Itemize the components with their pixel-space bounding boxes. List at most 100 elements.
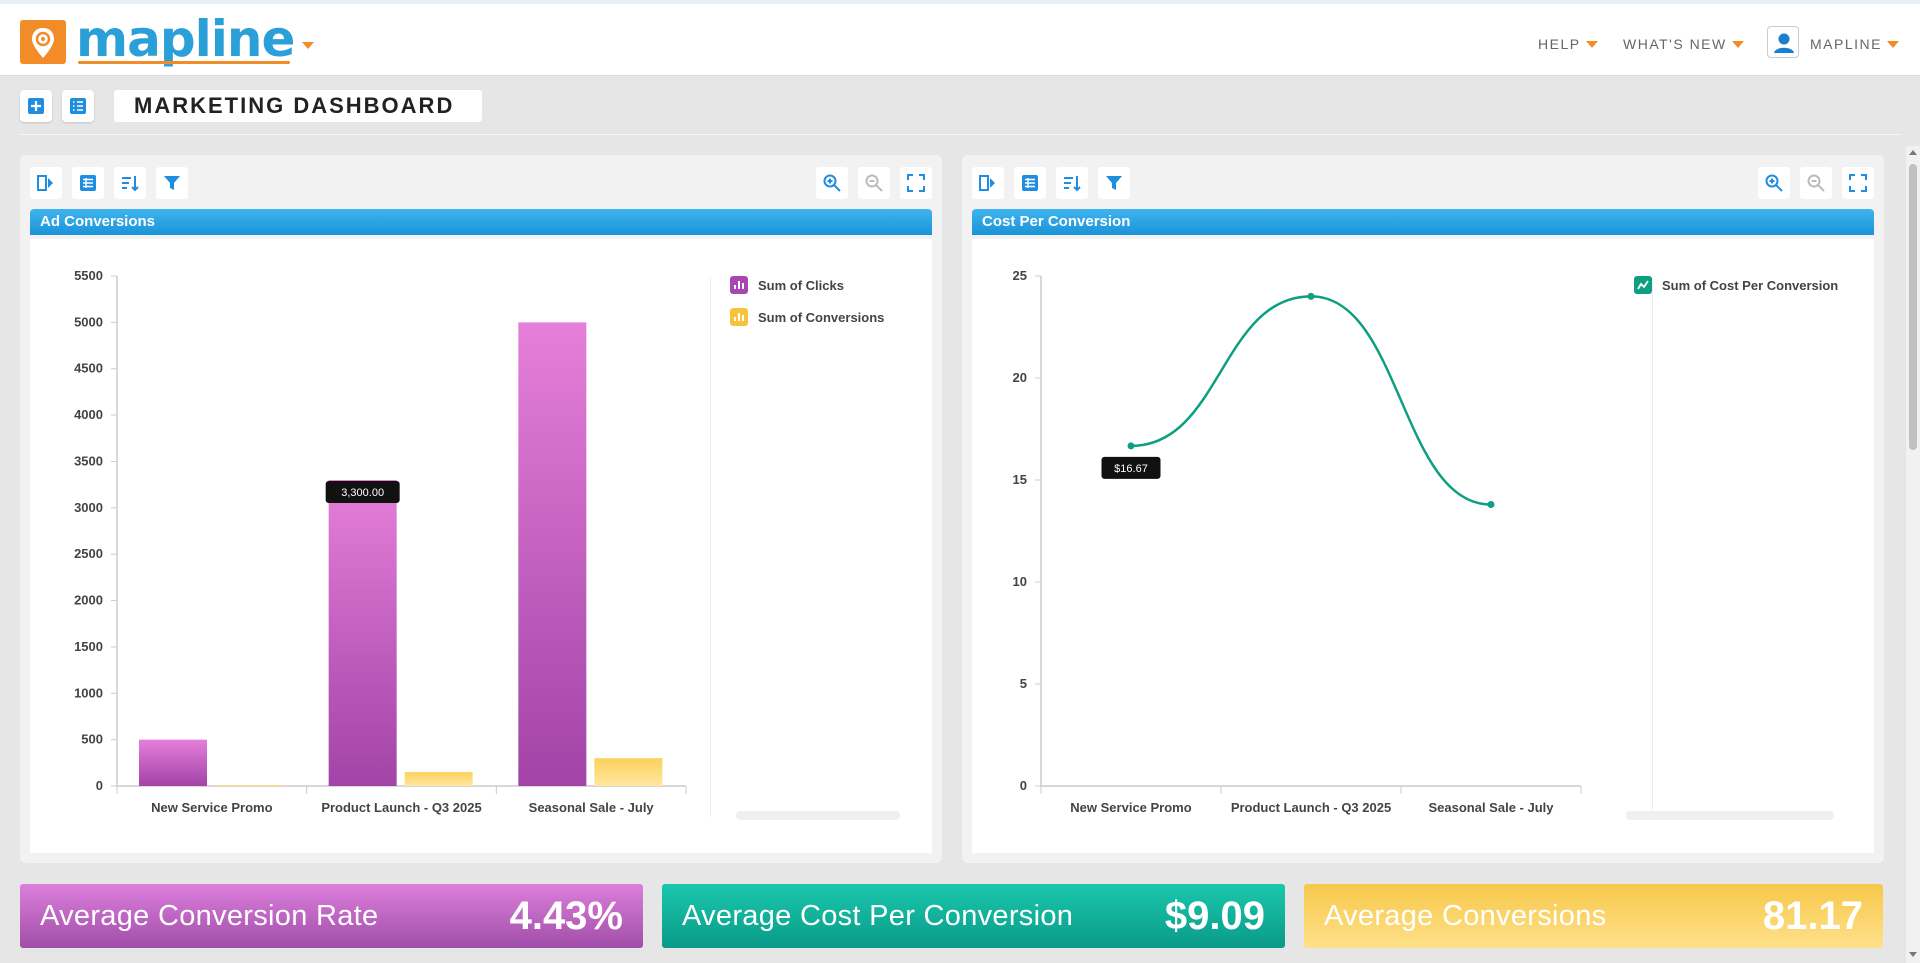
filter-button[interactable]: [156, 167, 188, 199]
toggle-legend-button[interactable]: [972, 167, 1004, 199]
line-chart-icon: [1634, 276, 1652, 294]
scroll-up-icon[interactable]: [1909, 150, 1917, 155]
zoom-out-button[interactable]: [1800, 167, 1832, 199]
table-icon: [80, 175, 96, 191]
y-tick-label: 0: [96, 778, 103, 793]
bar-clicks: [139, 739, 207, 786]
kpi-label: Average Conversion Rate: [40, 899, 379, 932]
filter-icon: [164, 176, 180, 190]
y-tick-label: 10: [1013, 574, 1027, 589]
data-table-button[interactable]: [1014, 167, 1046, 199]
whats-new-menu[interactable]: WHAT'S NEW: [1623, 36, 1744, 52]
y-tick-label: 2500: [74, 546, 103, 561]
user-menu-label: MAPLINE: [1810, 36, 1882, 52]
sort-button[interactable]: [114, 167, 146, 199]
kpi-value: 81.17: [1762, 893, 1863, 938]
legend-item-conversions[interactable]: Sum of Conversions: [730, 308, 884, 326]
bar-chart-icon: [730, 308, 748, 326]
kpi-card-cost-per-conversion[interactable]: Average Cost Per Conversion $9.09: [662, 884, 1285, 948]
zoom-in-icon: [823, 174, 841, 192]
cost-per-conversion-chart: 0 5 10 15 20 25 New Service Promo Product Launc…: [972, 239, 1874, 853]
data-point: [1127, 442, 1135, 450]
zoom-out-icon: [1807, 174, 1825, 192]
zoom-out-icon: [865, 174, 883, 192]
data-point: [1487, 500, 1495, 508]
list-icon: [70, 98, 86, 114]
cost-per-conversion-panel: Cost Per Conversion 0 5 10 15 20 25 New Servic…: [962, 155, 1884, 863]
zoom-in-icon: [1765, 174, 1783, 192]
legend-item-cost-per-conversion[interactable]: Sum of Cost Per Conversion: [1634, 276, 1838, 294]
kpi-card-conversion-rate[interactable]: Average Conversion Rate 4.43%: [20, 884, 643, 948]
divider: [20, 134, 1902, 135]
data-table-button[interactable]: [72, 167, 104, 199]
y-tick-label: 4500: [74, 361, 103, 376]
legend-label: Sum of Conversions: [758, 309, 885, 325]
tooltip: [325, 481, 400, 503]
map-pin-logo-icon[interactable]: [20, 20, 66, 64]
legend-label: Sum of Clicks: [758, 277, 844, 293]
toggle-legend-button[interactable]: [30, 167, 62, 199]
legend-item-clicks[interactable]: Sum of Clicks: [730, 276, 844, 294]
logo-dropdown-icon[interactable]: [302, 42, 314, 49]
zoom-out-button[interactable]: [858, 167, 890, 199]
x-tick-label: New Service Promo: [151, 800, 272, 815]
dashboard-list-button[interactable]: [62, 90, 94, 122]
dashboard-title[interactable]: MARKETING DASHBOARD: [114, 90, 482, 122]
legend-label: Sum of Cost Per Conversion: [1662, 277, 1839, 293]
legend-divider: [1652, 277, 1653, 817]
zoom-in-button[interactable]: [816, 167, 848, 199]
filter-icon: [1106, 176, 1122, 190]
bar-conversions: [594, 758, 663, 786]
bar-clicks: [518, 322, 587, 786]
panel-title: Ad Conversions: [30, 209, 932, 235]
y-tick-label: 3000: [74, 500, 103, 515]
y-tick-label: 5000: [74, 314, 103, 329]
tooltip-text: 3,300.00: [341, 487, 384, 499]
help-menu[interactable]: HELP: [1538, 36, 1598, 52]
sort-icon: [122, 176, 139, 192]
line-chart: 0 5 10 15 20 25 New Service Promo Product Launc…: [1013, 268, 1582, 815]
kpi-card-conversions[interactable]: Average Conversions 81.17: [1304, 884, 1883, 948]
scroll-down-icon[interactable]: [1909, 952, 1917, 957]
x-tick-label: New Service Promo: [1070, 800, 1191, 815]
bar-clicks: [328, 480, 397, 786]
kpi-label: Average Conversions: [1324, 899, 1607, 932]
y-tick-label: 5500: [74, 268, 103, 283]
top-accent-line: [0, 0, 1920, 4]
chevron-down-icon: [1585, 40, 1598, 48]
bar-conversions: [215, 785, 283, 786]
y-tick-label: 20: [1013, 370, 1027, 385]
plus-icon: [28, 98, 44, 114]
tooltip-text: $16.67: [1114, 463, 1148, 475]
table-icon: [1022, 175, 1038, 191]
fullscreen-button[interactable]: [1842, 167, 1874, 199]
y-tick-label: 1000: [74, 685, 103, 700]
sort-button[interactable]: [1056, 167, 1088, 199]
kpi-value: 4.43%: [509, 893, 623, 938]
panel-expand-icon: [979, 175, 995, 191]
y-tick-label: 0: [1020, 778, 1027, 793]
y-tick-label: 3500: [74, 453, 103, 468]
panel-expand-icon: [37, 175, 53, 191]
legend-scrollbar[interactable]: [1626, 811, 1834, 820]
bar-chart: 0 500 1000 1500 2000 2500 3000 3500 4000 4500 5000…: [74, 268, 687, 815]
x-tick-label: Seasonal Sale - July: [1428, 800, 1554, 815]
add-widget-button[interactable]: [20, 90, 52, 122]
filter-button[interactable]: [1098, 167, 1130, 199]
scrollbar-thumb[interactable]: [1909, 164, 1917, 450]
fullscreen-button[interactable]: [900, 167, 932, 199]
kpi-label: Average Cost Per Conversion: [682, 899, 1074, 932]
sort-icon: [1064, 176, 1081, 192]
legend-scrollbar[interactable]: [736, 811, 900, 820]
y-tick-label: 5: [1020, 676, 1027, 691]
whats-new-menu-label: WHAT'S NEW: [1623, 36, 1727, 52]
page-scrollbar[interactable]: [1906, 146, 1920, 963]
user-avatar-icon[interactable]: [1767, 26, 1799, 58]
zoom-in-button[interactable]: [1758, 167, 1790, 199]
fullscreen-icon: [907, 174, 925, 192]
user-menu[interactable]: MAPLINE: [1810, 36, 1899, 52]
x-tick-label: Seasonal Sale - July: [529, 800, 655, 815]
app-logo-text[interactable]: mapline: [76, 10, 295, 68]
data-point: [1307, 292, 1315, 300]
chevron-down-icon: [1886, 40, 1899, 48]
